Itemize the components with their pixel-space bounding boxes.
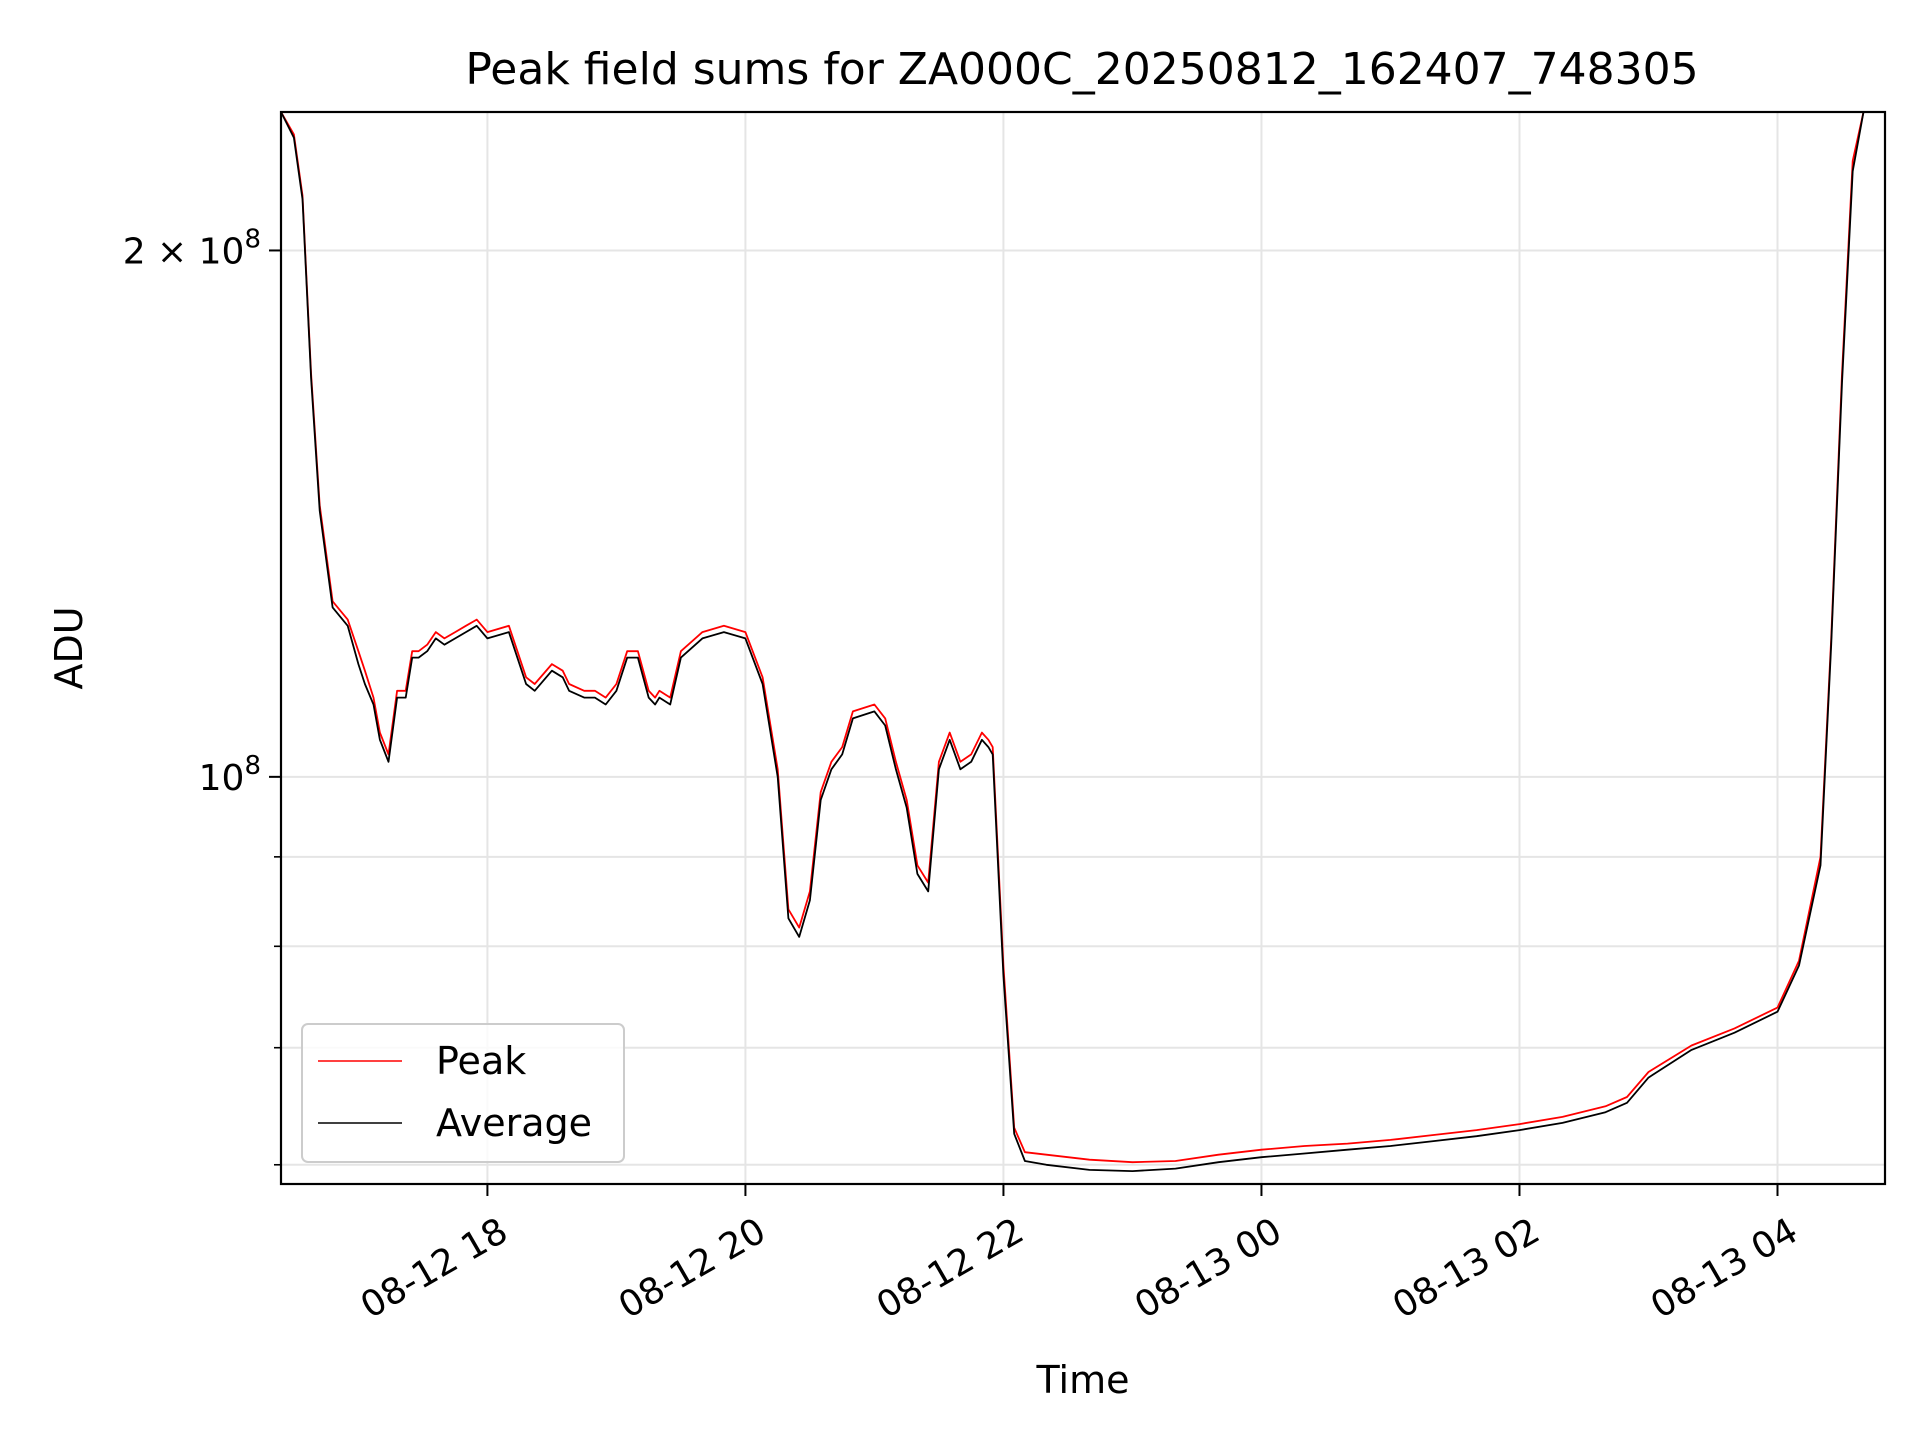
legend-label-peak: Peak (436, 1039, 526, 1083)
x-axis-label: Time (1036, 1358, 1130, 1402)
y-tick-label: 2 × 108 (123, 224, 261, 272)
legend: Peak Average (301, 1023, 625, 1163)
series-line-peak (280, 111, 1865, 1164)
legend-label-average: Average (436, 1101, 592, 1145)
y-axis-ticks: 2 × 108 108 (123, 224, 281, 1166)
y-axis-label: ADU (47, 606, 91, 689)
legend-box (301, 1023, 625, 1163)
y-tick-label: 108 (199, 751, 261, 799)
axes-frame (279, 110, 1887, 1186)
plot-series (280, 111, 1865, 1172)
chart-title: Peak field sums for ZA000C_20250812_1624… (465, 44, 1698, 95)
series-line-average (280, 111, 1865, 1172)
grid-lines (281, 112, 1885, 1184)
